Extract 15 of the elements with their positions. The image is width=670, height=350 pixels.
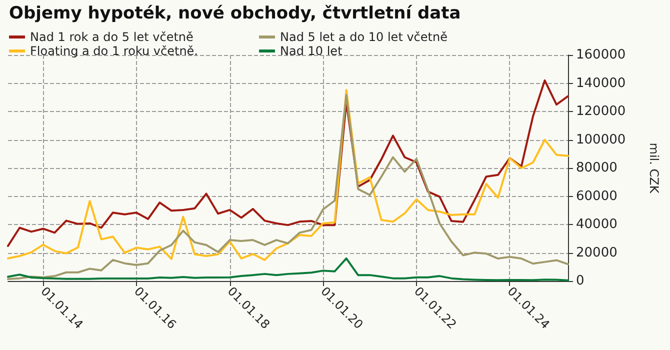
- y-tick-label: 40000: [576, 217, 618, 232]
- legend-label: Nad 5 let a do 10 let včetně: [280, 30, 448, 44]
- legend-label: Floating a do 1 roku včetně.: [30, 44, 198, 58]
- y-tick-label: 20000: [576, 245, 618, 260]
- legend-label: Nad 10 let: [280, 44, 343, 58]
- y-tick-label: 80000: [576, 160, 618, 176]
- y-tick-label: 60000: [576, 188, 618, 204]
- legend-label: Nad 1 rok a do 5 let včetně: [30, 30, 194, 44]
- y-tick-label: 0: [576, 274, 584, 288]
- y-tick-label: 160000: [576, 48, 626, 62]
- y-axis-title: mil. CZK: [647, 142, 661, 194]
- y-tick-label: 120000: [576, 104, 626, 119]
- y-tick-label: 140000: [576, 76, 626, 91]
- y-tick-label: 100000: [576, 132, 626, 148]
- chart-title: Objemy hypoték, nové obchody, čtvrtletní data: [9, 4, 461, 24]
